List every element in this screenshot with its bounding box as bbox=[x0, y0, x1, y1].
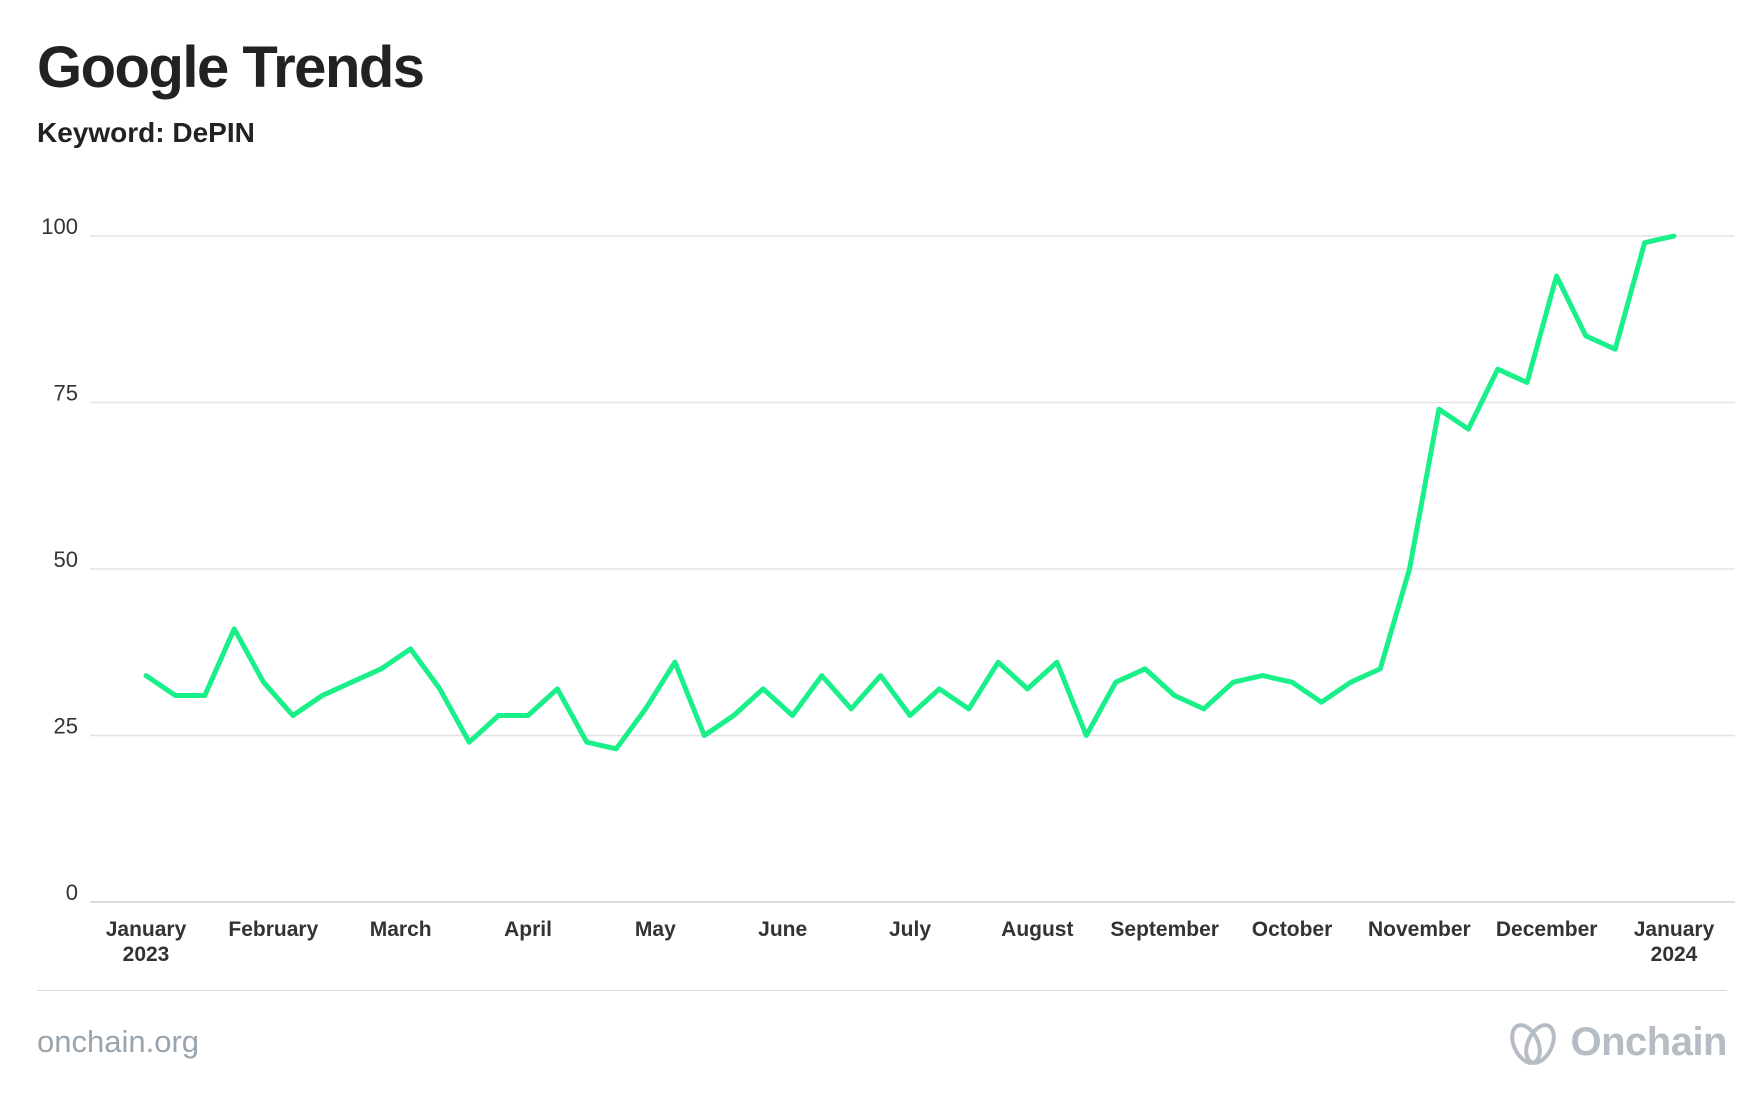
chart-subtitle: Keyword: DePIN bbox=[37, 117, 255, 148]
x-tick-label: October bbox=[1252, 918, 1333, 941]
x-axis-ticks: January 2023 February March April May June July… bbox=[106, 918, 1715, 966]
x-tick-label: July bbox=[889, 918, 931, 941]
x-tick-label: August bbox=[1001, 918, 1073, 941]
brand-name: Onchain bbox=[1570, 1019, 1727, 1064]
x-tick-label: April bbox=[504, 918, 552, 941]
y-tick-label: 25 bbox=[54, 714, 78, 739]
x-tick-label: May bbox=[635, 918, 676, 941]
y-axis-ticks: 0 25 50 75 100 bbox=[41, 214, 78, 905]
x-tick-label: January 2023 bbox=[106, 918, 187, 966]
chart-title: Google Trends bbox=[37, 35, 425, 100]
footer-site-link[interactable]: onchain.org bbox=[37, 1024, 200, 1059]
series-line bbox=[143, 233, 1677, 752]
x-tick-label: December bbox=[1496, 918, 1598, 941]
series-group bbox=[143, 233, 1677, 752]
grid-lines bbox=[90, 235, 1735, 903]
x-tick-label: March bbox=[370, 918, 432, 941]
brand-logo: Onchain bbox=[1506, 1014, 1727, 1070]
onchain-logo-icon bbox=[1510, 1023, 1557, 1065]
x-tick-label: November bbox=[1368, 918, 1471, 941]
x-tick-label: January 2024 bbox=[1634, 918, 1715, 966]
x-tick-label: February bbox=[228, 918, 318, 941]
y-tick-label: 75 bbox=[54, 381, 78, 406]
x-tick-label: September bbox=[1110, 918, 1219, 941]
y-tick-label: 100 bbox=[41, 214, 78, 239]
y-tick-label: 0 bbox=[66, 880, 78, 905]
y-tick-label: 50 bbox=[54, 547, 78, 572]
x-tick-label: June bbox=[758, 918, 807, 941]
footer-divider bbox=[37, 990, 1727, 991]
